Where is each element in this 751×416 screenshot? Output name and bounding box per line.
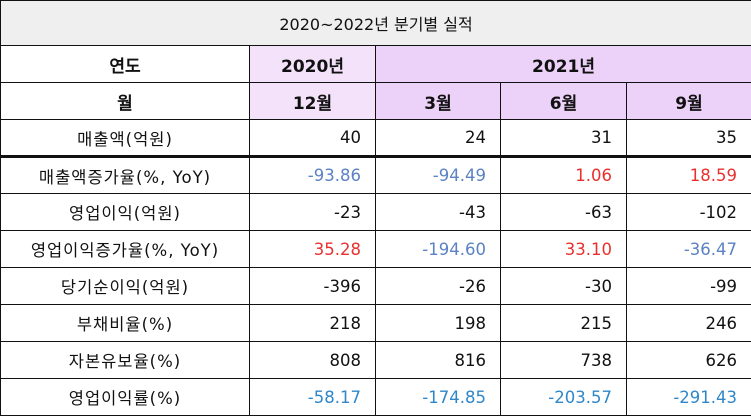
cell: 246 — [627, 305, 751, 342]
cell: -30 — [501, 268, 627, 305]
year-2020: 2020년 — [250, 46, 376, 83]
month-3: 3월 — [376, 83, 501, 120]
row-label: 자본유보율(%) — [1, 342, 250, 379]
cell: -396 — [250, 268, 376, 305]
cell: -63 — [501, 194, 627, 231]
row-label: 영업이익증가율(%, YoY) — [1, 231, 250, 268]
cell: -43 — [376, 194, 501, 231]
cell: 198 — [376, 305, 501, 342]
row-label: 영업이익률(%) — [1, 379, 250, 416]
row-label: 부채비율(%) — [1, 305, 250, 342]
cell: 215 — [501, 305, 627, 342]
month-9: 9월 — [627, 83, 751, 120]
row-label: 매출액증가율(%, YoY) — [1, 157, 250, 194]
year-label: 연도 — [1, 46, 250, 83]
cell: -93.86 — [250, 157, 376, 194]
cell: 816 — [376, 342, 501, 379]
cell: 35.28 — [250, 231, 376, 268]
cell: -99 — [627, 268, 751, 305]
table-row-debt-ratio: 부채비율(%) 218 198 215 246 — [1, 305, 751, 342]
cell: -26 — [376, 268, 501, 305]
year-2021: 2021년 — [376, 46, 751, 83]
month-header-row: 월 12월 3월 6월 9월 — [1, 83, 751, 120]
cell: -203.57 — [501, 379, 627, 416]
cell: -174.85 — [376, 379, 501, 416]
table-title: 2020~2022년 분기별 실적 — [1, 1, 751, 46]
table-row-operating-profit-growth: 영업이익증가율(%, YoY) 35.28 -194.60 33.10 -36.… — [1, 231, 751, 268]
table-row-operating-margin: 영업이익률(%) -58.17 -174.85 -203.57 -291.43 — [1, 379, 751, 416]
cell: 35 — [627, 120, 751, 157]
row-label: 영업이익(억원) — [1, 194, 250, 231]
cell: -36.47 — [627, 231, 751, 268]
cell: -194.60 — [376, 231, 501, 268]
table-row-operating-profit: 영업이익(억원) -23 -43 -63 -102 — [1, 194, 751, 231]
cell: 626 — [627, 342, 751, 379]
cell: -58.17 — [250, 379, 376, 416]
year-header-row: 연도 2020년 2021년 — [1, 46, 751, 83]
row-label: 매출액(억원) — [1, 120, 250, 157]
cell: 218 — [250, 305, 376, 342]
cell: 738 — [501, 342, 627, 379]
cell: 18.59 — [627, 157, 751, 194]
cell: 40 — [250, 120, 376, 157]
table-row-net-income: 당기순이익(억원) -396 -26 -30 -99 — [1, 268, 751, 305]
table-row-reserve-ratio: 자본유보율(%) 808 816 738 626 — [1, 342, 751, 379]
cell: -291.43 — [627, 379, 751, 416]
table-row-revenue: 매출액(억원) 40 24 31 35 — [1, 120, 751, 157]
cell: 33.10 — [501, 231, 627, 268]
cell: -102 — [627, 194, 751, 231]
cell: 1.06 — [501, 157, 627, 194]
month-6: 6월 — [501, 83, 627, 120]
title-row: 2020~2022년 분기별 실적 — [1, 1, 751, 46]
month-12: 12월 — [250, 83, 376, 120]
row-label: 당기순이익(억원) — [1, 268, 250, 305]
cell: -23 — [250, 194, 376, 231]
cell: 808 — [250, 342, 376, 379]
cell: 24 — [376, 120, 501, 157]
table-row-revenue-growth: 매출액증가율(%, YoY) -93.86 -94.49 1.06 18.59 — [1, 157, 751, 194]
cell: 31 — [501, 120, 627, 157]
month-label: 월 — [1, 83, 250, 120]
cell: -94.49 — [376, 157, 501, 194]
